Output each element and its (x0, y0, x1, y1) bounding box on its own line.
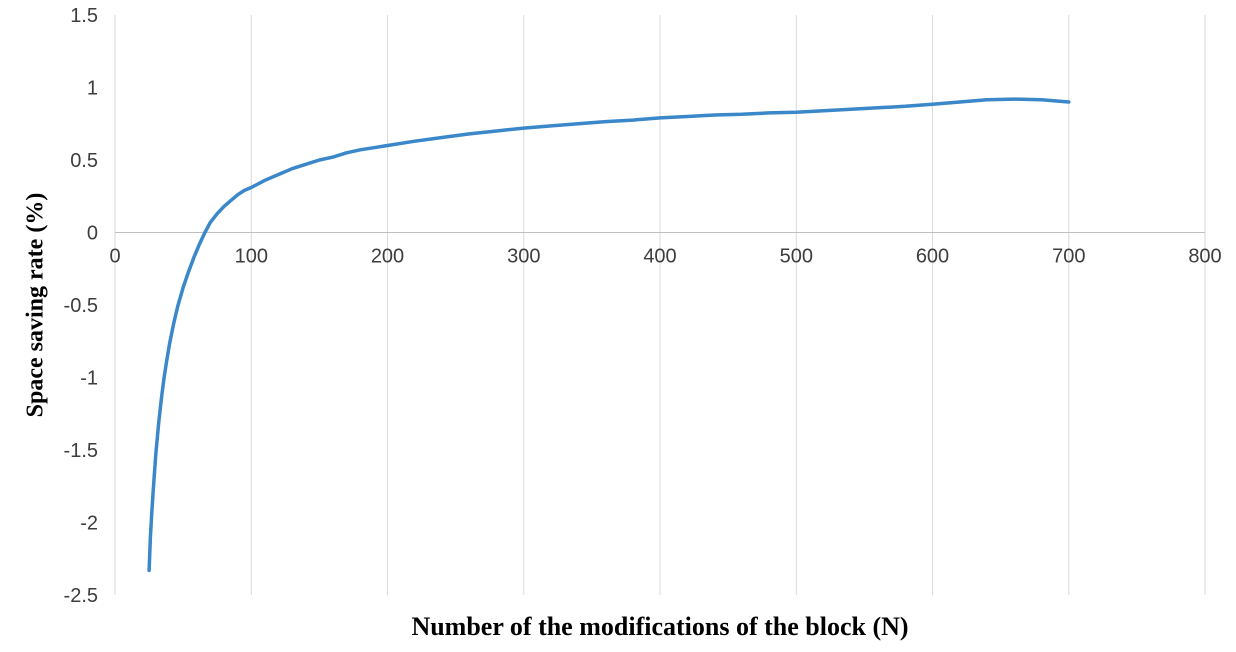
y-tick-labels: 1.5 1 0.5 0 -0.5 -1 -1.5 -2 -2.5 (64, 5, 98, 607)
x-tick-label: 400 (643, 246, 676, 268)
y-axis-title: Space saving rate (%) (22, 192, 49, 418)
y-tick-label: 1.5 (70, 5, 98, 27)
y-tick-label: 0.5 (70, 150, 98, 172)
x-tick-label: 100 (235, 246, 268, 268)
x-tick-label: 600 (916, 246, 949, 268)
series-line (147, 97, 1071, 573)
x-tick-label: 500 (780, 246, 813, 268)
x-tick-labels: 0 100 200 300 400 500 600 700 800 (109, 246, 1221, 268)
x-tick-label: 300 (507, 246, 540, 268)
y-tick-label: -2 (80, 513, 98, 535)
x-tick-label: 0 (109, 246, 120, 268)
x-tick-label: 800 (1188, 246, 1221, 268)
gridlines (114, 15, 1206, 595)
y-tick-label: 1 (87, 78, 98, 100)
y-tick-label: -1 (80, 368, 98, 390)
x-tick-label: 700 (1052, 246, 1085, 268)
y-tick-label: 0 (87, 223, 98, 245)
y-tick-label: -1.5 (64, 440, 98, 462)
x-tick-label: 200 (371, 246, 404, 268)
y-tick-label: -0.5 (64, 295, 98, 317)
y-tick-label: -2.5 (64, 585, 98, 607)
data-series (147, 97, 1071, 573)
x-axis-title: Number of the modifications of the block… (411, 612, 909, 641)
